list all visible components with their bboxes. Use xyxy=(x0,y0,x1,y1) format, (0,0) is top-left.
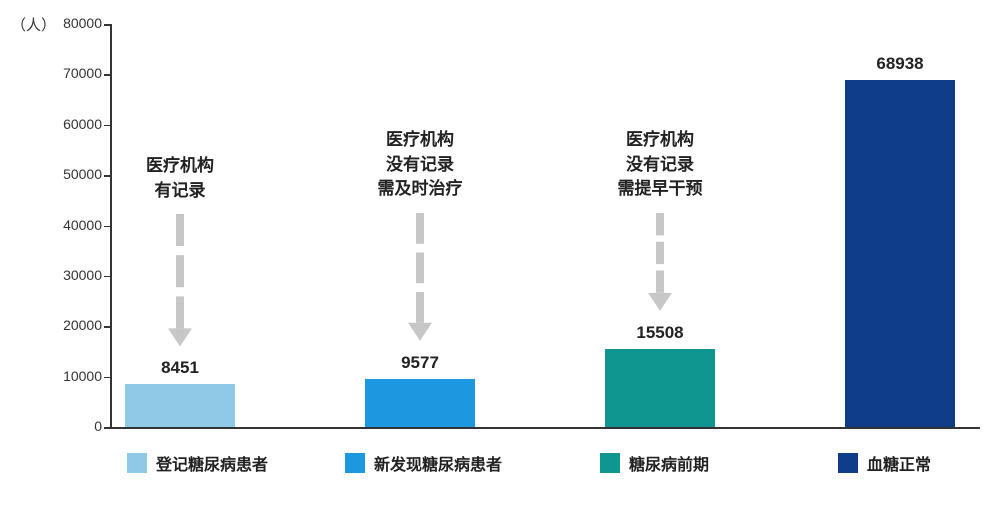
y-axis-line xyxy=(110,24,112,427)
y-tick-mark xyxy=(104,427,110,429)
y-tick-mark xyxy=(104,377,110,379)
y-tick-label: 0 xyxy=(46,418,102,434)
y-tick-label: 20000 xyxy=(46,317,102,333)
legend-label: 登记糖尿病患者 xyxy=(156,451,268,475)
down-arrow-icon xyxy=(405,213,435,341)
bar-annotation: 医疗机构有记录 xyxy=(95,154,265,203)
legend-swatch xyxy=(600,453,620,473)
bar-annotation: 医疗机构没有记录需及时治疗 xyxy=(335,128,505,202)
bar-value-label: 15508 xyxy=(600,323,720,343)
y-tick-label: 60000 xyxy=(46,116,102,132)
down-arrow-icon xyxy=(165,214,195,346)
y-tick-mark xyxy=(104,74,110,76)
x-axis-line xyxy=(110,427,980,429)
y-tick-label: 40000 xyxy=(46,217,102,233)
y-tick-mark xyxy=(104,226,110,228)
y-tick-label: 10000 xyxy=(46,368,102,384)
legend-swatch xyxy=(127,453,147,473)
legend-item: 血糖正常 xyxy=(838,451,931,475)
y-tick-label: 80000 xyxy=(46,15,102,31)
bar-value-label: 8451 xyxy=(120,358,240,378)
bar xyxy=(365,379,475,427)
y-tick-label: 30000 xyxy=(46,267,102,283)
y-tick-label: 70000 xyxy=(46,65,102,81)
y-tick-mark xyxy=(104,326,110,328)
bar-value-label: 9577 xyxy=(360,353,480,373)
y-tick-mark xyxy=(104,125,110,127)
bar xyxy=(125,384,235,427)
bar xyxy=(845,80,955,427)
legend-item: 糖尿病前期 xyxy=(600,451,709,475)
legend-swatch xyxy=(838,453,858,473)
legend-item: 新发现糖尿病患者 xyxy=(345,451,502,475)
legend-label: 血糖正常 xyxy=(867,451,931,475)
legend-label: 糖尿病前期 xyxy=(629,451,709,475)
bar-value-label: 68938 xyxy=(840,54,960,74)
y-tick-mark xyxy=(104,24,110,26)
legend-item: 登记糖尿病患者 xyxy=(127,451,268,475)
y-tick-label: 50000 xyxy=(46,166,102,182)
y-tick-mark xyxy=(104,276,110,278)
diabetes-bar-chart: （人） 010000200003000040000500006000070000… xyxy=(0,0,1001,512)
legend-label: 新发现糖尿病患者 xyxy=(374,451,502,475)
bar xyxy=(605,349,715,427)
legend-swatch xyxy=(345,453,365,473)
down-arrow-icon xyxy=(645,213,675,311)
bar-annotation: 医疗机构没有记录需提早干预 xyxy=(575,128,745,202)
